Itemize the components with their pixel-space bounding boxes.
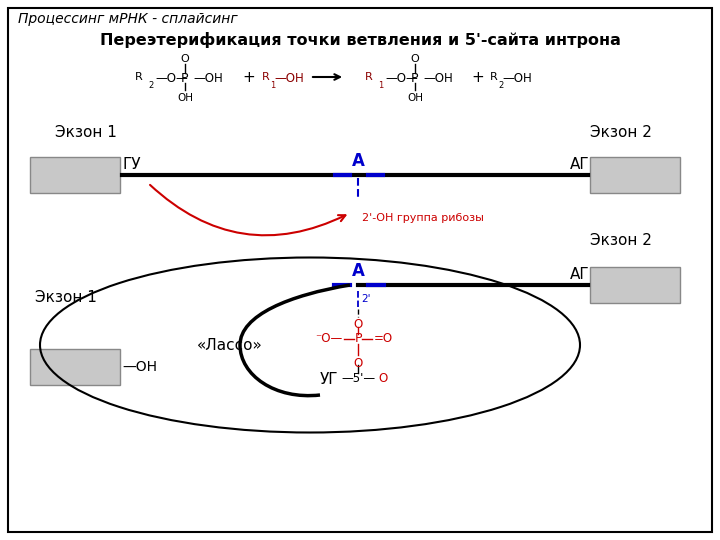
Text: АГ: АГ [570, 157, 590, 172]
Text: —ОН: —ОН [122, 360, 157, 374]
Text: 1: 1 [270, 81, 275, 90]
FancyArrowPatch shape [150, 185, 346, 235]
FancyBboxPatch shape [8, 8, 712, 532]
Text: ⁻O—: ⁻O— [315, 332, 342, 345]
Text: P: P [181, 71, 189, 84]
Text: —OH: —OH [193, 71, 222, 84]
Text: —OH: —OH [423, 71, 453, 84]
Text: R: R [262, 72, 270, 82]
Text: P: P [411, 71, 419, 84]
Text: А: А [351, 152, 364, 170]
Text: OH: OH [407, 93, 423, 103]
Text: O: O [410, 54, 419, 64]
Text: А: А [351, 262, 364, 280]
Text: R: R [365, 72, 373, 82]
Text: УГ: УГ [320, 372, 338, 387]
Text: —OH: —OH [502, 71, 532, 84]
Text: 2': 2' [361, 294, 371, 304]
FancyBboxPatch shape [30, 349, 120, 385]
Text: АГ: АГ [570, 267, 590, 282]
Text: OH: OH [177, 93, 193, 103]
FancyBboxPatch shape [30, 157, 120, 193]
Text: =O: =O [374, 333, 393, 346]
Text: R: R [490, 72, 498, 82]
Text: —OH: —OH [274, 71, 304, 84]
Text: —O—: —O— [155, 71, 188, 84]
Text: O: O [354, 357, 363, 370]
Text: 1: 1 [378, 81, 383, 90]
Text: P: P [354, 333, 361, 346]
FancyBboxPatch shape [590, 157, 680, 193]
Text: 2: 2 [498, 81, 503, 90]
Text: Экзон 1: Экзон 1 [35, 290, 97, 305]
Text: —O—: —O— [385, 71, 418, 84]
Text: —5'—: —5'— [341, 373, 375, 386]
Text: O: O [181, 54, 189, 64]
Text: R: R [135, 72, 143, 82]
Text: 2: 2 [148, 81, 153, 90]
Text: Процессинг мРНК - сплайсинг: Процессинг мРНК - сплайсинг [18, 12, 238, 26]
Text: 2'-ОН группа рибозы: 2'-ОН группа рибозы [362, 213, 484, 223]
Text: +: + [472, 71, 485, 85]
Text: «Лассо»: «Лассо» [197, 338, 263, 353]
Text: Экзон 2: Экзон 2 [590, 233, 652, 248]
Text: O: O [354, 318, 363, 331]
Text: Экзон 2: Экзон 2 [590, 125, 652, 140]
Text: ГУ: ГУ [122, 157, 140, 172]
Text: Экзон 1: Экзон 1 [55, 125, 117, 140]
Text: О: О [378, 373, 387, 386]
FancyBboxPatch shape [590, 267, 680, 303]
Text: +: + [243, 71, 256, 85]
Text: Переэтерификация точки ветвления и 5'-сайта интрона: Переэтерификация точки ветвления и 5'-са… [99, 32, 621, 48]
